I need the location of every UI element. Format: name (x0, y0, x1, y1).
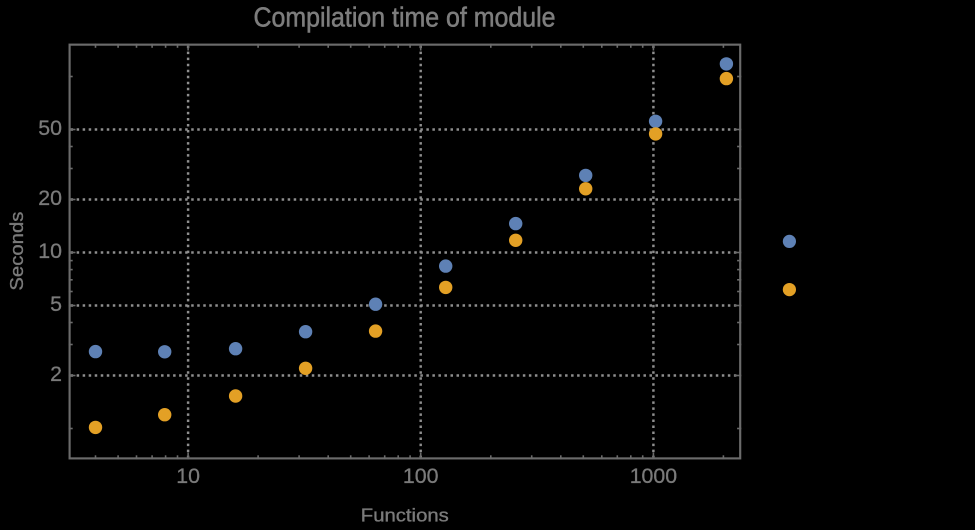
svg-text:5: 5 (50, 292, 62, 316)
svg-text:20: 20 (38, 186, 62, 210)
svg-text:1000: 1000 (630, 464, 678, 488)
svg-text:Functions: Functions (361, 505, 449, 525)
svg-text:10: 10 (38, 239, 62, 263)
svg-text:100: 100 (403, 464, 439, 488)
svg-text:Compilation time of module: Compilation time of module (254, 2, 556, 33)
svg-text:50: 50 (38, 116, 62, 140)
svg-text:Seconds: Seconds (7, 212, 27, 291)
svg-text:10: 10 (176, 464, 200, 488)
svg-text:2: 2 (50, 362, 62, 386)
